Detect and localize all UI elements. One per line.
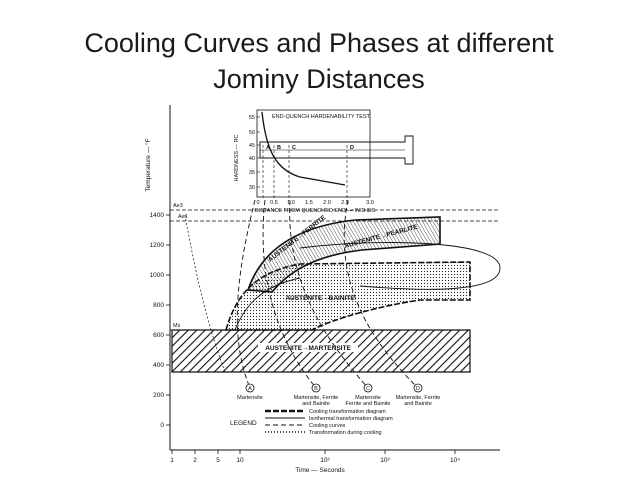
y-tick-label: 1000 [150, 272, 165, 279]
x-axis-label: Time — Seconds [295, 467, 345, 474]
probe-point: C [292, 145, 296, 151]
slide-title: Jominy Distances [213, 64, 425, 94]
inset-x-tick-label: 1.5 [305, 200, 313, 206]
curve-marker-label: C [366, 386, 370, 392]
y-tick-label: 1400 [150, 212, 165, 219]
x-tick-label: 10⁴ [450, 457, 460, 464]
legend-item: Isothermal transformation diagram [309, 416, 393, 422]
probe-point: B [277, 145, 281, 151]
inset-y-label: HARDNESS — RC [234, 134, 240, 181]
inset-x-tick-label: 2.0 [323, 200, 331, 206]
isothermal-curve [234, 277, 301, 331]
x-tick-label: 5 [216, 457, 220, 464]
inset-x-label: DISTANCE FROM QUENCHED END — INCHES [255, 208, 376, 214]
y-axis-label: Temperature — °F [144, 138, 152, 191]
legend-item: Cooling transformation diagram [309, 409, 386, 415]
curve-marker-label: A [248, 386, 252, 392]
inset-x-tick-label: 2.5 [341, 200, 349, 206]
label-backdrop [258, 343, 358, 352]
curve-phase-label: and Bainite [404, 401, 432, 407]
y-tick-label: 1200 [150, 242, 165, 249]
legend-title: LEGEND [230, 420, 257, 427]
y-tick-label: 0 [160, 422, 164, 429]
bainite-region [224, 261, 471, 331]
curve-marker [413, 383, 423, 393]
inset-y-tick-label: 45 [249, 143, 255, 149]
curve-marker [245, 383, 255, 393]
x-tick-label: 2 [193, 457, 197, 464]
probe-point: A [266, 145, 270, 151]
curve-phase-label: Ferrite and Bainite [346, 401, 391, 407]
bainite-label: AUSTENITE→BAINITE [285, 295, 355, 302]
inset-y-tick-label: 40 [249, 156, 255, 162]
curve-phase-label: Martensite, Ferrite [294, 395, 339, 401]
martensite-label: AUSTENITE→MARTENSITE [265, 345, 351, 352]
hardness-curve [261, 111, 346, 186]
specimen [259, 135, 414, 165]
curve-phase-label: and Bainite [302, 401, 330, 407]
curve-phase-label: Martensite, Ferrite [396, 395, 441, 401]
slide-title: Cooling Curves and Phases at different [84, 28, 554, 58]
inset-y-tick-label: 50 [249, 130, 255, 136]
curve-marker-label: B [314, 386, 318, 392]
inset-x-tick-label: 1.0 [287, 200, 295, 206]
curve-marker [311, 383, 321, 393]
legend-item: Transformation during cooling [309, 430, 382, 436]
inset-title: END-QUENCH HARDENABILITY TEST [272, 114, 371, 120]
cooling-curve [343, 199, 419, 389]
curve-phase-label: Martensite [237, 395, 263, 401]
x-tick-label: 10² [320, 457, 330, 464]
inset-x-tick-label: 3.0 [366, 200, 374, 206]
ms-label: Ms [173, 323, 181, 329]
cooling-curve [236, 199, 256, 389]
isothermal-curve [299, 242, 501, 290]
cooling-curve [262, 199, 317, 389]
curve-marker-label: D [416, 386, 420, 392]
cooling-curve [184, 214, 226, 373]
inset-y-tick-label: 55 [249, 115, 255, 121]
probe-point: D [350, 145, 354, 151]
ae1-label: Ae1 [178, 214, 188, 220]
ferrite-pearlite-region [246, 216, 441, 293]
inset-frame [256, 109, 371, 198]
x-tick-label: 1 [170, 457, 174, 464]
y-tick-label: 600 [153, 332, 164, 339]
curve-phase-label: Martensite [355, 395, 381, 401]
inset-y-tick-label: 30 [249, 185, 255, 191]
curve-marker [363, 383, 373, 393]
y-tick-label: 200 [153, 392, 164, 399]
legend-item: Cooling curves [309, 423, 346, 429]
inset-x-tick-label: 0.5 [270, 200, 278, 206]
x-tick-label: 10³ [380, 457, 390, 464]
inset-x-tick-label: 0 [256, 200, 259, 206]
y-tick-label: 400 [153, 362, 164, 369]
inset-y-tick-label: 35 [249, 170, 255, 176]
y-tick-label: 800 [153, 302, 164, 309]
x-tick-label: 10 [236, 457, 244, 464]
ae3-label: Ae3 [173, 203, 183, 209]
